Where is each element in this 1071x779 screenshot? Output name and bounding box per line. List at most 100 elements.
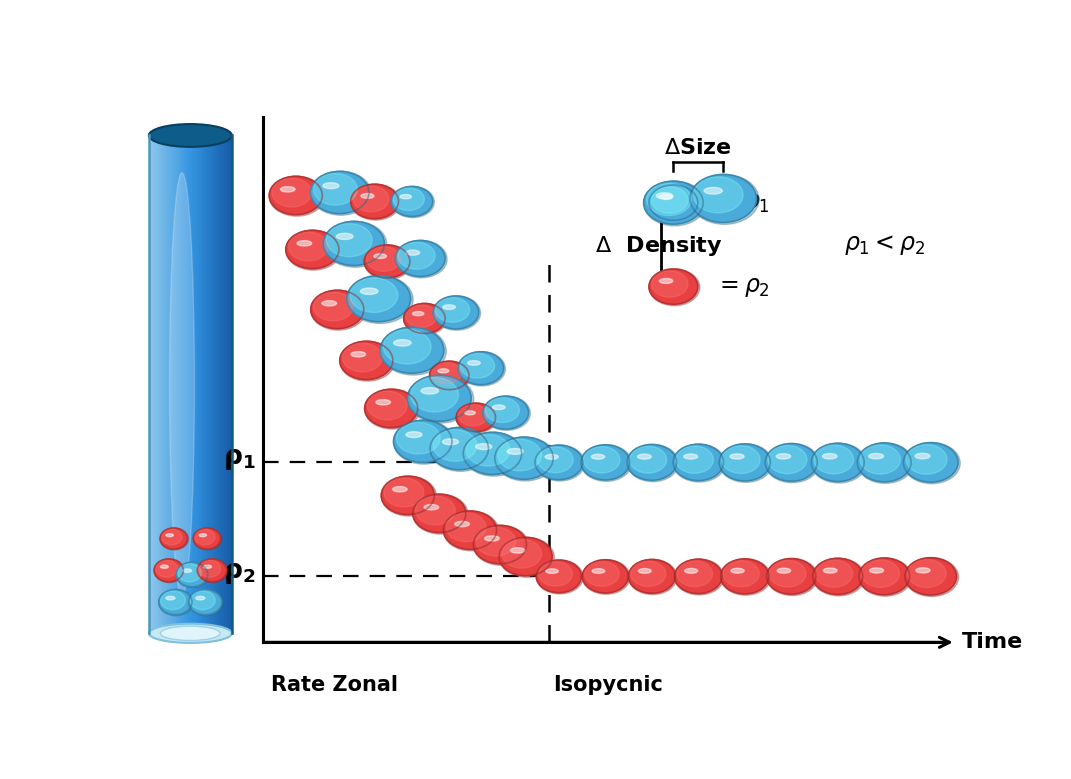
Ellipse shape <box>539 562 572 586</box>
Ellipse shape <box>495 437 556 481</box>
Ellipse shape <box>483 396 530 431</box>
Ellipse shape <box>442 439 458 445</box>
Ellipse shape <box>393 420 454 464</box>
Ellipse shape <box>778 568 790 573</box>
Ellipse shape <box>323 183 340 189</box>
Ellipse shape <box>288 232 329 261</box>
Bar <box>169 136 171 633</box>
Ellipse shape <box>429 361 470 391</box>
Ellipse shape <box>495 437 554 479</box>
Ellipse shape <box>160 528 187 549</box>
Ellipse shape <box>364 245 411 279</box>
Ellipse shape <box>197 559 226 582</box>
Ellipse shape <box>351 351 365 357</box>
Ellipse shape <box>429 361 469 390</box>
Ellipse shape <box>907 559 946 587</box>
Bar <box>188 136 191 633</box>
Ellipse shape <box>485 536 499 541</box>
Ellipse shape <box>769 560 806 587</box>
Ellipse shape <box>583 560 630 594</box>
Ellipse shape <box>367 391 407 420</box>
Ellipse shape <box>721 559 771 595</box>
Ellipse shape <box>721 559 769 594</box>
Ellipse shape <box>455 521 469 527</box>
Ellipse shape <box>651 271 688 298</box>
Ellipse shape <box>395 241 446 277</box>
Ellipse shape <box>416 496 455 525</box>
Ellipse shape <box>644 182 706 226</box>
Bar <box>230 136 231 633</box>
Ellipse shape <box>433 296 481 330</box>
Ellipse shape <box>905 558 956 595</box>
Bar <box>205 136 207 633</box>
Ellipse shape <box>767 559 818 596</box>
Bar <box>213 136 215 633</box>
Ellipse shape <box>673 444 724 481</box>
Ellipse shape <box>499 538 553 576</box>
Ellipse shape <box>432 362 462 384</box>
Ellipse shape <box>314 292 353 321</box>
Ellipse shape <box>585 562 619 587</box>
Ellipse shape <box>188 590 223 615</box>
Ellipse shape <box>431 428 491 471</box>
Ellipse shape <box>690 174 756 223</box>
Ellipse shape <box>323 221 384 266</box>
Ellipse shape <box>546 569 558 573</box>
Ellipse shape <box>473 525 529 566</box>
Ellipse shape <box>675 559 722 594</box>
Bar <box>165 136 167 633</box>
Text: $= \rho_1$: $= \rho_1$ <box>715 191 770 215</box>
Bar <box>155 136 157 633</box>
Ellipse shape <box>693 177 743 213</box>
Ellipse shape <box>508 449 524 454</box>
Ellipse shape <box>314 174 358 205</box>
Bar <box>198 136 200 633</box>
Ellipse shape <box>499 538 555 577</box>
Ellipse shape <box>196 597 205 600</box>
Ellipse shape <box>269 176 325 217</box>
Ellipse shape <box>392 487 407 492</box>
Ellipse shape <box>166 534 174 537</box>
Ellipse shape <box>683 454 697 459</box>
Ellipse shape <box>649 185 698 220</box>
Ellipse shape <box>456 404 497 433</box>
Ellipse shape <box>631 561 666 587</box>
Ellipse shape <box>537 560 582 593</box>
Ellipse shape <box>861 560 900 587</box>
Ellipse shape <box>281 187 296 192</box>
Ellipse shape <box>534 445 585 481</box>
Ellipse shape <box>297 241 312 246</box>
Ellipse shape <box>322 301 336 306</box>
Text: $= \rho_2$: $= \rho_2$ <box>715 275 770 298</box>
Ellipse shape <box>177 562 209 588</box>
Ellipse shape <box>651 187 688 213</box>
Ellipse shape <box>859 558 909 594</box>
Ellipse shape <box>765 443 819 483</box>
Ellipse shape <box>323 221 387 267</box>
Ellipse shape <box>660 195 673 199</box>
Text: Rate Zonal: Rate Zonal <box>271 675 397 696</box>
Ellipse shape <box>534 445 583 480</box>
Ellipse shape <box>649 269 698 305</box>
Text: $\Delta$  Density: $\Delta$ Density <box>594 234 722 259</box>
Ellipse shape <box>340 341 393 379</box>
Bar <box>226 136 228 633</box>
Ellipse shape <box>188 590 222 615</box>
Ellipse shape <box>161 565 168 569</box>
Ellipse shape <box>406 432 422 438</box>
Ellipse shape <box>149 124 231 147</box>
Ellipse shape <box>629 559 675 594</box>
Ellipse shape <box>162 529 182 545</box>
Ellipse shape <box>374 254 387 259</box>
Ellipse shape <box>272 178 312 207</box>
Ellipse shape <box>730 454 744 459</box>
Ellipse shape <box>583 560 629 593</box>
Ellipse shape <box>353 186 389 212</box>
Ellipse shape <box>347 276 413 323</box>
Ellipse shape <box>199 534 207 537</box>
Ellipse shape <box>903 442 961 484</box>
Ellipse shape <box>177 562 208 587</box>
Ellipse shape <box>704 188 722 194</box>
Ellipse shape <box>391 186 433 217</box>
Ellipse shape <box>442 305 455 309</box>
